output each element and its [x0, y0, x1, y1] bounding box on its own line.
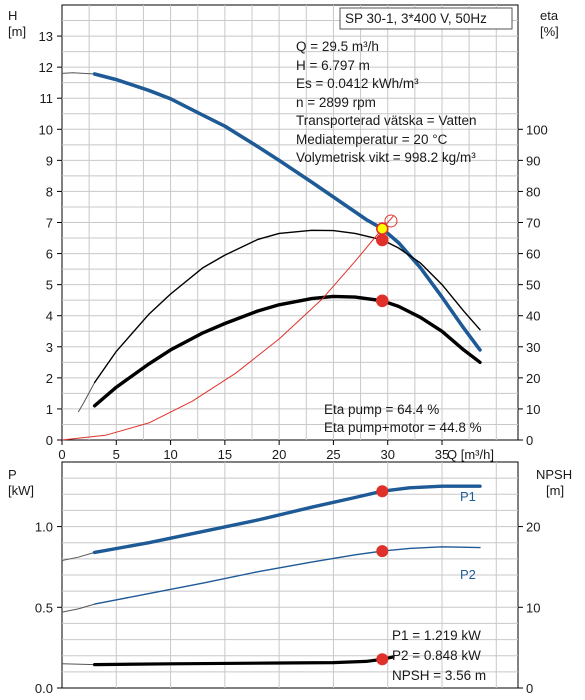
info-line-es: Es = 0.0412 kWh/m³: [296, 76, 419, 91]
eta-tick-label: 80: [526, 184, 540, 199]
p1-curve: [92, 484, 482, 555]
head-tick-label: 1: [46, 402, 53, 417]
head-tick-label: 12: [39, 60, 53, 75]
head-tick-label: 3: [46, 340, 53, 355]
model-box: [339, 7, 513, 30]
x-tick-label: 25: [326, 447, 340, 462]
info-line-temp: Mediatemperatur = 20 °C: [296, 132, 448, 147]
head-tick-label: 5: [46, 278, 53, 293]
eta-tick-label: 30: [526, 340, 540, 355]
info-line-density: Volymetrisk vikt = 998.2 kg/m³: [296, 150, 476, 165]
power-tick-label: 0.5: [35, 600, 53, 615]
npsh-axis-label: NPSH: [536, 467, 572, 482]
red-curve: [61, 215, 394, 441]
eta-tick-label: 60: [526, 247, 540, 262]
power-axis-label: P: [8, 467, 17, 482]
power-markers: [376, 485, 389, 666]
head-tick-label: 7: [46, 216, 53, 231]
power-curves: [61, 484, 482, 667]
x-tick-label: 10: [163, 447, 177, 462]
flow-axis-label: Q [m³/h]: [447, 447, 494, 462]
info-line-n: n = 2899 rpm: [296, 95, 376, 110]
operating-point-marker: [376, 485, 389, 498]
eta-tick-label: 0: [526, 433, 533, 448]
p2-readout: P2 = 0.848 kW: [392, 648, 481, 663]
power-grid: [62, 462, 518, 688]
head-tick-label: 9: [46, 153, 53, 168]
operating-info: Q = 29.5 m³/h H = 6.797 m Es = 0.0412 kW…: [296, 39, 476, 165]
eta-tick-label: 20: [526, 371, 540, 386]
eta-axis-label: eta: [540, 8, 559, 23]
head-tick-label: 4: [46, 309, 53, 324]
head-tick-label: 2: [46, 371, 53, 386]
npsh-axis-ticks: 0 10 20: [518, 520, 540, 696]
npsh-tick-label: 0: [526, 681, 533, 696]
x-tick-label: 35: [435, 447, 449, 462]
head-tick-label: 0: [46, 433, 53, 448]
head-axis-label: H: [8, 8, 17, 23]
operating-point-marker: [375, 233, 389, 247]
power-axis-unit: [kW]: [8, 483, 34, 498]
x-tick-label: 5: [113, 447, 120, 462]
eta-tick-label: 90: [526, 153, 540, 168]
model-title: SP 30-1, 3*400 V, 50Hz: [345, 11, 487, 26]
x-tick-label: 0: [58, 447, 65, 462]
x-tick-label: 20: [272, 447, 286, 462]
head-curve-extension: [61, 72, 95, 75]
p2-legend-label: P2: [460, 567, 476, 582]
operating-point-marker: [376, 653, 389, 666]
head-tick-label: 10: [39, 122, 53, 137]
info-line-liquid: Transporterad vätska = Vatten: [296, 113, 476, 128]
p2-curve-extension: [61, 603, 95, 613]
head-tick-label: 6: [46, 247, 53, 262]
eta-pump-curve-extension: [77, 382, 96, 413]
x-tick-label: 15: [218, 447, 232, 462]
head-tick-label: 8: [46, 184, 53, 199]
eta-tick-label: 70: [526, 216, 540, 231]
npsh-tick-label: 20: [526, 520, 540, 535]
power-tick-label: 0.0: [35, 681, 53, 696]
eta-tick-label: 100: [526, 122, 548, 137]
power-tick-label: 1.0: [35, 520, 53, 535]
eta-pump-readout: Eta pump = 64.4 %: [324, 402, 439, 417]
eta-pump-motor-readout: Eta pump+motor = 44.8 %: [324, 420, 482, 435]
npsh-tick-label: 10: [526, 600, 540, 615]
power-axis-ticks: 0.0 0.5 1.0: [35, 520, 62, 696]
head-tick-label: 11: [40, 91, 54, 106]
p1-readout: P1 = 1.219 kW: [392, 628, 481, 643]
eta-pump-curve: [93, 229, 481, 384]
performance-markers: [375, 214, 398, 308]
info-line-q: Q = 29.5 m³/h: [296, 39, 379, 54]
eta-tick-label: 50: [526, 278, 540, 293]
power-npsh-chart: 0.0 0.5 1.0 0 10 20 P [kW] NPSH [m] P1 P2 P1…: [8, 461, 572, 696]
p2-curve: [93, 546, 481, 605]
performance-grid: [62, 5, 518, 440]
x-tick-label: 30: [380, 447, 394, 462]
eta-tick-label: 40: [526, 309, 540, 324]
eta-total-curve: [92, 294, 482, 408]
performance-curves: [61, 72, 482, 441]
duty-point-marker: [375, 222, 389, 236]
red-curve-end-ring: [384, 214, 398, 228]
head-axis-unit: [m]: [8, 24, 26, 39]
npsh-readout: NPSH = 3.56 m: [392, 668, 486, 683]
info-line-h: H = 6.797 m: [296, 58, 370, 73]
npsh-curve-extension: [61, 663, 95, 666]
eta-tick-label: 10: [526, 402, 540, 417]
p1-legend-label: P1: [460, 489, 476, 504]
eta-axis-ticks: 0 10 20 30 40 50 60 70 80 90 100: [518, 122, 548, 448]
operating-point-marker: [376, 545, 389, 558]
npsh-axis-unit: [m]: [546, 483, 564, 498]
eta-axis-unit: [%]: [540, 24, 559, 39]
head-tick-label: 13: [39, 29, 53, 44]
head-curve: [92, 72, 482, 352]
operating-point-marker: [375, 294, 389, 308]
performance-x-ticks: 0 5 10 15 20 25 30 35: [58, 440, 449, 462]
p1-curve-extension: [61, 551, 95, 561]
